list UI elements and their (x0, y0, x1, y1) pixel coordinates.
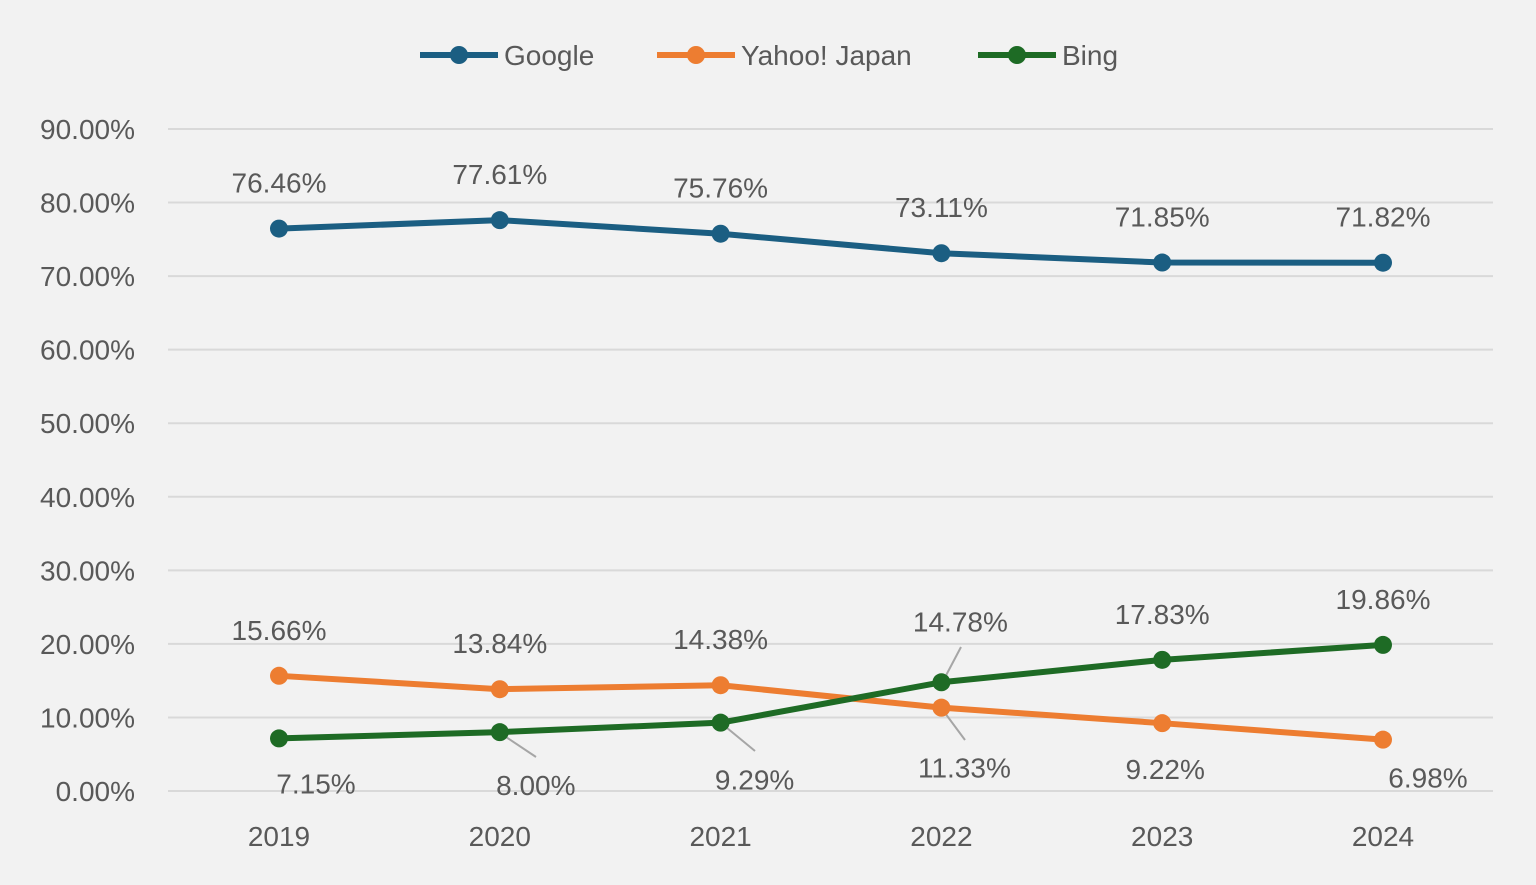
data-point (1153, 650, 1172, 669)
data-point (711, 713, 730, 732)
data-point (490, 680, 509, 699)
data-label: 76.46% (232, 168, 327, 199)
y-tick-label: 60.00% (40, 335, 135, 366)
data-label: 13.84% (452, 628, 547, 659)
data-point (1374, 635, 1392, 654)
data-label: 17.83% (1115, 599, 1210, 630)
data-point (270, 219, 288, 238)
data-label: 77.61% (452, 159, 547, 190)
y-tick-label: 20.00% (40, 629, 135, 660)
data-point (1374, 730, 1392, 749)
y-tick-label: 50.00% (40, 408, 135, 439)
y-tick-label: 40.00% (40, 482, 135, 513)
data-point (1153, 253, 1172, 272)
data-label: 14.38% (673, 624, 768, 655)
series-line-yahoo-japan (278, 672, 1384, 743)
x-tick-label: 2019 (248, 821, 310, 852)
x-tick-label: 2022 (910, 821, 972, 852)
data-label: 9.22% (1125, 754, 1204, 785)
x-tick-label: 2020 (469, 821, 531, 852)
data-label: 6.98% (1388, 763, 1467, 794)
data-label: 15.66% (232, 615, 327, 646)
x-tick-label: 2024 (1352, 821, 1414, 852)
y-tick-label: 80.00% (40, 188, 135, 219)
data-label: 7.15% (276, 768, 355, 799)
data-label: 9.29% (715, 765, 794, 796)
data-label: 71.82% (1336, 202, 1431, 233)
data-point (932, 698, 951, 717)
data-point (711, 224, 730, 243)
data-point (932, 244, 951, 263)
y-tick-label: 30.00% (40, 555, 135, 586)
data-label: 14.78% (913, 606, 1008, 637)
data-point (1153, 714, 1172, 733)
x-tick-label: 2023 (1131, 821, 1193, 852)
data-point (1374, 253, 1392, 272)
legend-marker (450, 46, 468, 64)
legend-label: Yahoo! Japan (741, 40, 912, 71)
x-tick-label: 2021 (689, 821, 751, 852)
legend-marker (1008, 46, 1026, 64)
data-label: 75.76% (673, 173, 768, 204)
y-tick-label: 10.00% (40, 702, 135, 733)
data-label: 19.86% (1336, 584, 1431, 615)
series-line-bing (278, 641, 1384, 742)
data-point (270, 666, 288, 685)
legend-label: Google (504, 40, 594, 71)
y-tick-label: 90.00% (40, 114, 135, 145)
legend-marker (687, 46, 705, 64)
data-label: 71.85% (1115, 202, 1210, 233)
legend-label: Bing (1062, 40, 1118, 71)
data-point (490, 723, 509, 742)
series-line-google (278, 217, 1384, 266)
data-label: 73.11% (895, 192, 988, 223)
data-point (270, 729, 288, 748)
y-tick-label: 0.00% (56, 776, 135, 807)
data-label: 11.33% (918, 753, 1011, 784)
data-label: 8.00% (496, 770, 575, 801)
data-point (932, 673, 951, 692)
data-point (711, 676, 730, 695)
data-point (490, 211, 509, 230)
y-tick-label: 70.00% (40, 261, 135, 292)
